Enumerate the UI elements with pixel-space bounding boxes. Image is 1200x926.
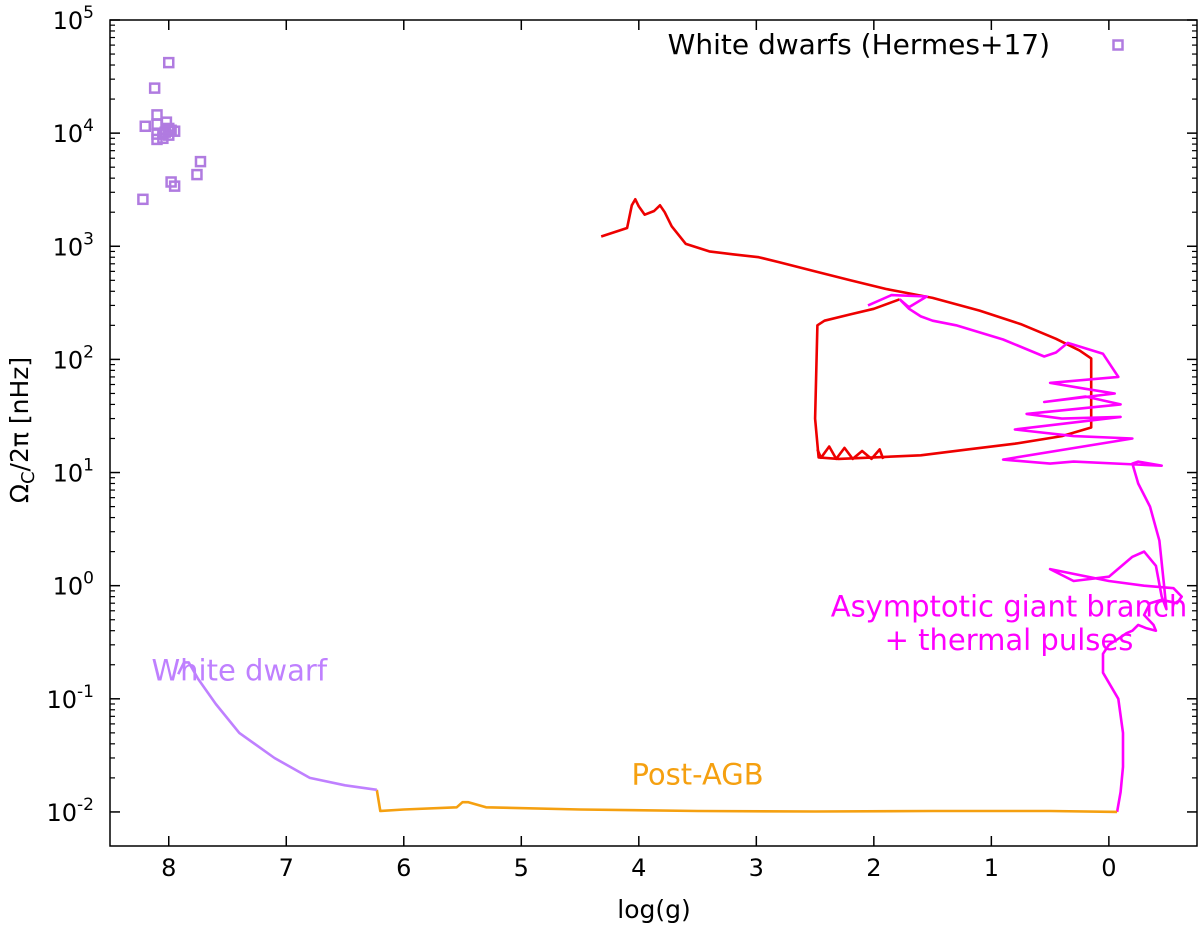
scatter-point xyxy=(163,122,175,135)
y-tick-label: 10-2 xyxy=(47,795,95,827)
annotation-3: + thermal pulses xyxy=(885,623,1134,657)
y-tick-label: 105 xyxy=(53,3,94,35)
series-line-0 xyxy=(600,198,1093,461)
x-tick-label: 2 xyxy=(866,854,881,882)
series-line-3 xyxy=(867,293,928,309)
scatter-point xyxy=(163,56,175,69)
x-tick-label: 6 xyxy=(396,854,411,882)
scatter-point xyxy=(151,109,163,121)
scatter-point xyxy=(165,176,177,188)
scatter-point xyxy=(148,82,161,94)
annotation-0: White dwarf xyxy=(151,654,327,688)
scatter-point xyxy=(191,168,203,181)
series-line-5 xyxy=(177,661,377,792)
plot-frame xyxy=(109,19,1198,847)
x-tick-label: 4 xyxy=(631,854,646,882)
x-axis-label: log(g) xyxy=(617,895,691,924)
y-tick-label: 10-1 xyxy=(47,682,95,714)
series-line-2 xyxy=(898,298,1183,813)
series-line-4 xyxy=(375,789,1118,814)
y-axis-label-sub: C xyxy=(18,471,39,484)
x-tick-label: 8 xyxy=(161,854,176,882)
legend: White dwarfs (Hermes+17) xyxy=(668,28,1124,61)
axes: 8 7 6 5 4 3 2 1 0 10-2 10-1 100 101 102 103 104 105 xyxy=(47,3,1198,882)
plot-area: White dwarf Post-AGB Asymptotic giant bran… xyxy=(137,56,1187,814)
x-tick-label: 3 xyxy=(749,854,764,882)
annotation-1: Post-AGB xyxy=(631,757,763,791)
series-line-1 xyxy=(816,445,885,461)
scatter-point xyxy=(137,193,149,206)
y-axis-label-rest: /2π [nHz] xyxy=(5,357,34,472)
y-axis-label-main: Ω xyxy=(5,484,34,503)
y-tick-label: 101 xyxy=(53,456,94,488)
legend-label: White dwarfs (Hermes+17) xyxy=(668,28,1050,61)
scatter-point xyxy=(160,116,173,128)
annotation-2: Asymptotic giant branch xyxy=(831,589,1187,623)
scatter-point xyxy=(194,155,207,168)
x-tick-label: 0 xyxy=(1101,854,1116,882)
legend-marker xyxy=(1112,39,1124,51)
y-tick-label: 104 xyxy=(53,116,94,148)
y-axis-label: ΩC/2π [nHz] xyxy=(5,357,39,503)
scatter-point xyxy=(139,120,152,133)
y-tick-label: 103 xyxy=(53,229,94,261)
x-tick-label: 5 xyxy=(514,854,529,882)
y-tick-label: 102 xyxy=(53,342,94,374)
y-tick-label: 100 xyxy=(53,569,94,601)
x-tick-label: 7 xyxy=(279,854,294,882)
x-tick-label: 1 xyxy=(984,854,999,882)
